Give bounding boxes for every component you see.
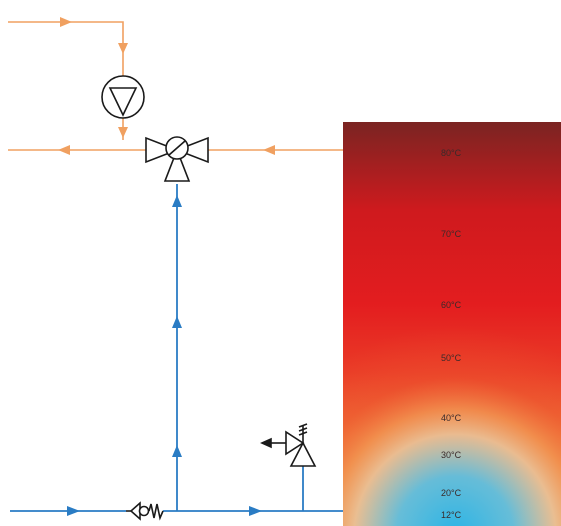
flow-arrow-down (118, 43, 128, 54)
temp-label-30: 30°C (441, 450, 462, 460)
temp-label-70: 70°C (441, 229, 462, 239)
cold-flow-arrows (67, 195, 262, 516)
temp-label-12: 12°C (441, 510, 462, 520)
flow-arrow-right (67, 506, 80, 516)
flow-arrow-right (249, 506, 262, 516)
temp-label-80: 80°C (441, 148, 462, 158)
flow-arrow-up (172, 316, 182, 328)
flow-arrow-left (58, 145, 70, 155)
hot-water-piping (8, 21, 343, 151)
check-valve-icon (126, 501, 164, 521)
storage-tank (343, 122, 561, 526)
flow-arrow-up (172, 195, 182, 207)
flow-arrow-right (60, 17, 72, 27)
temp-label-40: 40°C (441, 413, 462, 423)
three-way-valve-icon (145, 136, 209, 182)
flow-arrow-down (118, 127, 128, 138)
flow-arrow-left (263, 145, 275, 155)
hot-flow-arrows (58, 17, 275, 155)
tank-temperature-labels: 80°C 70°C 60°C 50°C 40°C 30°C 20°C 12°C (441, 148, 462, 520)
temp-label-60: 60°C (441, 300, 462, 310)
hot-supply-line-top (8, 21, 124, 76)
pressure-relief-valve-icon (260, 423, 317, 467)
flow-arrow-up (172, 445, 182, 457)
temp-label-50: 50°C (441, 353, 462, 363)
pump-icon (101, 75, 145, 119)
temp-label-20: 20°C (441, 488, 462, 498)
